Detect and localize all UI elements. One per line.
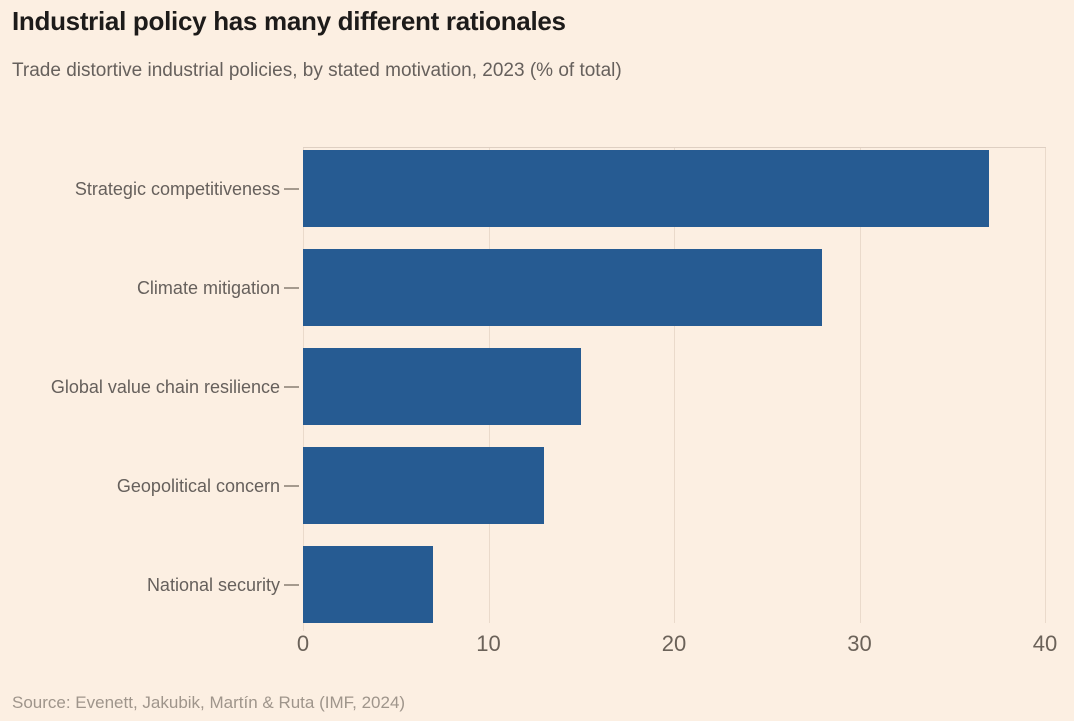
category-tick [284,286,299,289]
chart-title: Industrial policy has many different rat… [12,6,566,36]
bar [303,348,582,425]
bar [303,546,433,623]
category-tick [284,583,299,586]
category-label: Strategic competitiveness [74,178,280,199]
gridline [859,147,861,623]
category-tick [284,484,299,487]
category-label: Global value chain resilience [50,376,280,397]
x-tick-label: 20 [661,631,687,656]
category-label: National security [146,574,280,595]
bar [303,249,823,326]
x-tick-label: 40 [1032,631,1058,656]
category-tick [284,385,299,388]
category-label: Climate mitigation [136,277,280,298]
x-tick-label: 30 [847,631,872,656]
category-label: Geopolitical concern [116,475,280,496]
gridline [1045,147,1046,623]
bar [303,150,990,227]
x-tick-label: 10 [476,631,501,656]
gridline [674,147,675,623]
category-tick [284,187,299,190]
chart-subtitle: Trade distortive industrial policies, by… [12,60,622,81]
x-tick-label: 0 [296,631,310,656]
bar [303,447,545,524]
source-note: Source: Evenett, Jakubik, Martín & Ruta … [12,693,406,712]
plot-top-rule [303,147,1046,148]
